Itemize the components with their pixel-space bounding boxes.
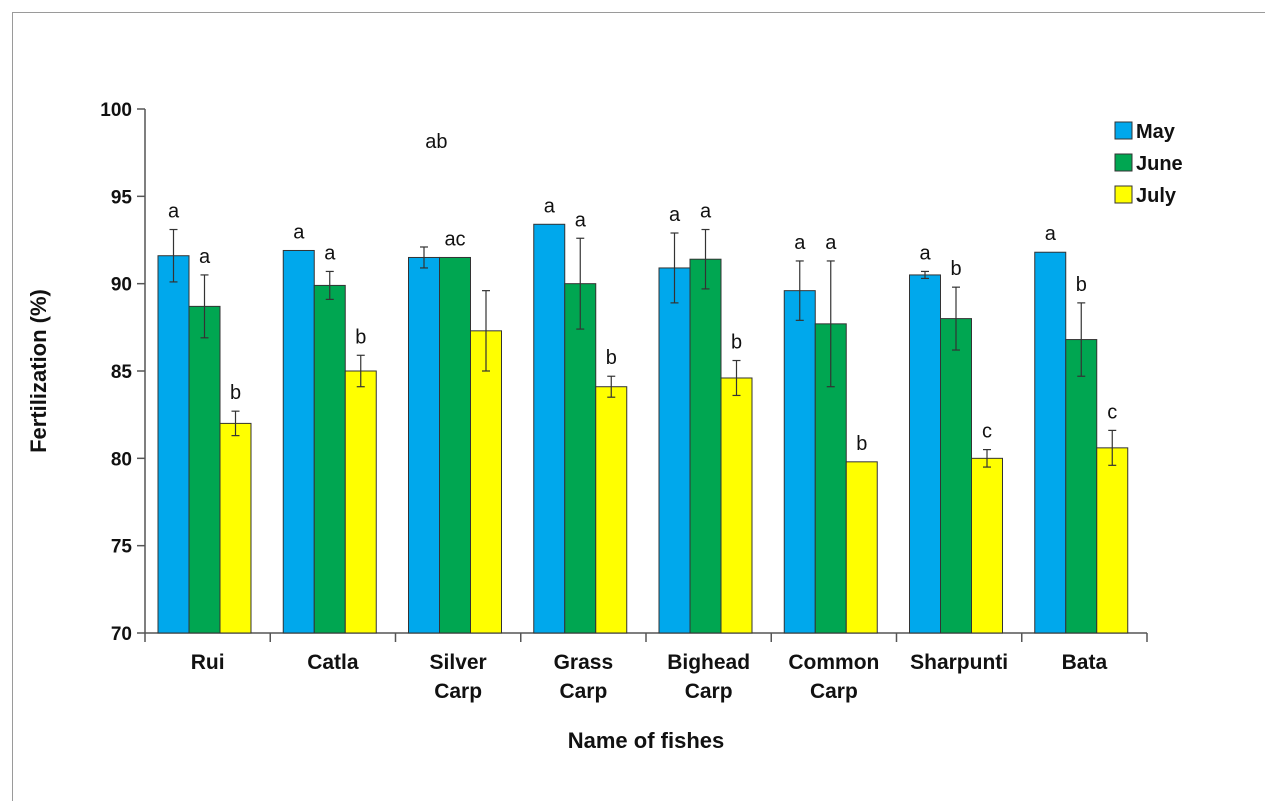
significance-label: a	[575, 209, 587, 231]
legend: May June July	[1114, 121, 1183, 207]
significance-label: a	[700, 201, 712, 223]
bar-may	[1034, 251, 1067, 634]
y-tick-label: 100	[100, 100, 132, 121]
bar-may	[783, 290, 816, 634]
bar-may	[909, 274, 941, 634]
x-tick-label: Sharpunti	[910, 651, 1008, 674]
legend-label-june: June	[1136, 153, 1183, 175]
bar-may	[533, 223, 566, 634]
bar-june	[564, 283, 597, 634]
legend-swatch-may	[1114, 121, 1133, 140]
significance-label: a	[324, 242, 336, 264]
significance-label: b	[606, 347, 617, 369]
significance-label: a	[919, 242, 931, 264]
y-tick-label: 70	[111, 624, 132, 645]
x-tick-label: Catla	[307, 651, 359, 674]
significance-label: ac	[444, 228, 465, 250]
significance-label: a	[293, 221, 305, 243]
y-tick-label: 80	[111, 449, 132, 470]
significance-label: b	[230, 382, 241, 404]
bar-june	[1065, 339, 1098, 634]
bar-july	[219, 422, 252, 634]
y-tick-label: 75	[111, 537, 133, 558]
legend-swatch-june	[1114, 153, 1133, 172]
significance-label: ab	[425, 131, 447, 153]
x-tick-label: Bighead	[667, 651, 750, 674]
y-tick-label: 90	[111, 275, 132, 296]
x-tick-label: Rui	[191, 651, 225, 674]
significance-label: c	[1107, 401, 1117, 423]
bar-july	[845, 461, 878, 634]
legend-label-july: July	[1136, 185, 1177, 207]
significance-label: a	[669, 204, 681, 226]
bar-may	[157, 255, 190, 634]
bar-june	[188, 305, 221, 634]
bar-june	[439, 256, 471, 634]
significance-label: a	[168, 201, 180, 223]
bar-june	[313, 284, 346, 634]
bar-july	[595, 386, 628, 634]
bar-july	[344, 370, 377, 634]
significance-label: b	[856, 433, 867, 455]
significance-label: b	[731, 332, 742, 354]
axes: 70 75 80 85 90 95 100 Fertilization (%) Name of …	[26, 100, 1148, 753]
bar-may	[658, 267, 691, 634]
x-tick-label: Carp	[685, 680, 733, 703]
x-tick-label: Carp	[810, 680, 858, 703]
x-tick-label: Common	[788, 651, 879, 674]
significance-label: a	[544, 195, 556, 217]
significance-label: a	[1045, 223, 1057, 245]
x-tick-label: Carp	[434, 680, 482, 703]
significance-label: b	[355, 326, 366, 348]
bars	[157, 223, 1129, 634]
x-tick-label: Grass	[554, 651, 614, 674]
x-tick-label: Carp	[559, 680, 607, 703]
x-tick-label: Silver	[430, 651, 487, 674]
bar-july	[971, 457, 1003, 634]
significance-label: a	[825, 232, 837, 254]
bar-may	[282, 249, 315, 634]
significance-label: c	[982, 421, 992, 443]
y-tick-label: 85	[111, 362, 133, 383]
significance-label: b	[950, 258, 961, 280]
legend-swatch-july	[1114, 185, 1133, 204]
bar-june	[689, 258, 722, 634]
x-tick-label: Bata	[1062, 651, 1108, 674]
y-axis-label: Fertilization (%)	[26, 289, 51, 453]
bar-june	[940, 318, 972, 634]
bar-july	[720, 377, 753, 634]
bar-may	[408, 256, 440, 634]
bar-july	[1096, 447, 1129, 634]
x-axis-label: Name of fishes	[568, 728, 725, 753]
bar-july	[470, 330, 502, 634]
y-tick-label: 95	[111, 187, 133, 208]
significance-label: b	[1076, 274, 1087, 296]
significance-label: a	[199, 246, 211, 268]
significance-label: a	[794, 232, 806, 254]
legend-label-may: May	[1136, 121, 1176, 143]
